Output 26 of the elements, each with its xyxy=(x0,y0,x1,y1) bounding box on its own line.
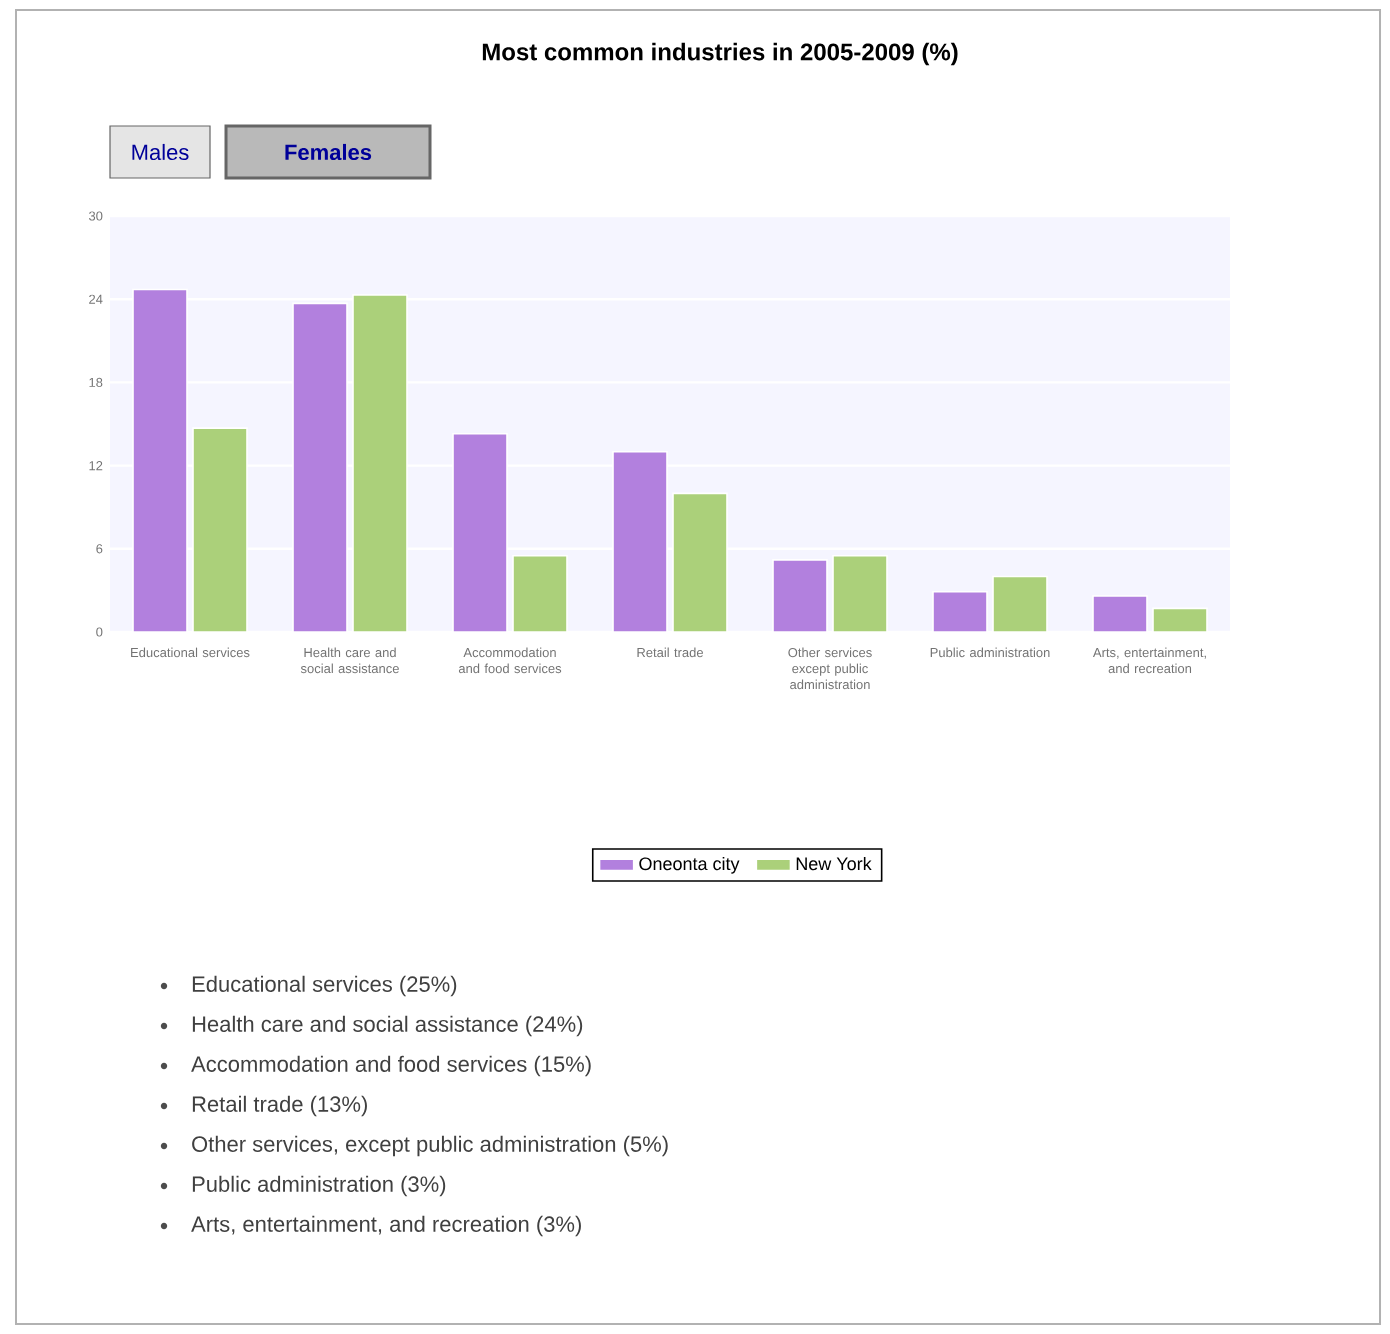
legend-label: Oneonta city xyxy=(639,856,740,874)
bar xyxy=(352,294,408,632)
bar xyxy=(672,492,728,632)
bar xyxy=(452,432,508,632)
text: Accommodation and food services (15%) xyxy=(191,1055,591,1077)
bar xyxy=(772,559,828,632)
text: Retail trade (13%) xyxy=(192,1095,367,1117)
bar xyxy=(512,554,568,632)
bar xyxy=(133,289,188,632)
legend-label: New York xyxy=(796,856,872,871)
bar xyxy=(932,590,988,632)
bar xyxy=(193,428,248,632)
text: Public administration (3%) xyxy=(192,1175,446,1197)
bar xyxy=(292,302,348,632)
bar xyxy=(992,575,1048,632)
bar xyxy=(832,554,888,632)
text: Females xyxy=(285,143,372,161)
bar xyxy=(612,450,668,632)
text: Males xyxy=(132,143,189,161)
text: Arts, entertainment, and recreation (3%) xyxy=(191,1215,581,1237)
bar xyxy=(1152,607,1208,632)
chart-title: Most common industries in 2005-2009 (%) xyxy=(482,42,958,66)
bar xyxy=(1092,595,1148,632)
text: Other services, except public administration (5%) xyxy=(192,1135,668,1157)
text: Health care and social assistance (24%) xyxy=(192,1015,583,1037)
text: Educational services (25%) xyxy=(192,975,457,997)
